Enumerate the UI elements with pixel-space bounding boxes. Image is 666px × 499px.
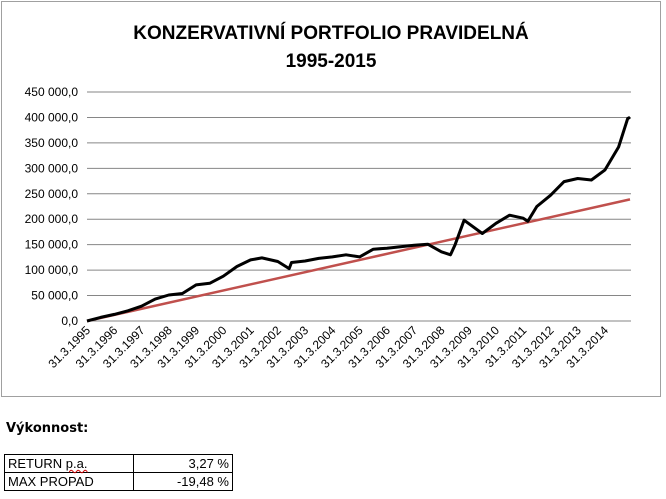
performance-title: Výkonnost: (6, 421, 89, 436)
y-tick-label: 100 000,0 (25, 263, 79, 277)
y-tick-label: 0,0 (61, 314, 78, 328)
series-line-contributions (86, 198, 631, 323)
return-value: 3,27 % (133, 454, 233, 473)
y-tick-label: 150 000,0 (25, 238, 79, 252)
chart-title-line-1: KONZERVATIVNÍ PORTFOLIO PRAVIDELNÁ (133, 22, 529, 44)
performance-table: RETURN p.a. 3,27 % MAX PROPAD -19,48 % (4, 454, 233, 491)
series-line-portfolio (86, 116, 631, 323)
y-tick-label: 450 000,0 (25, 85, 79, 99)
return-label-text: RETURN (8, 456, 66, 471)
y-tick-label: 350 000,0 (25, 136, 79, 150)
y-tick-label: 300 000,0 (25, 161, 79, 175)
chart-border (1, 1, 661, 397)
y-tick-label: 200 000,0 (25, 212, 79, 226)
y-tick-label: 50 000,0 (31, 289, 78, 303)
max-drawdown-label: MAX PROPAD (4, 472, 134, 491)
max-drawdown-value: -19,48 % (133, 472, 233, 491)
chart-title-line-2: 1995-2015 (286, 51, 377, 72)
y-tick-label: 250 000,0 (25, 187, 79, 201)
table-row-max-drawdown: MAX PROPAD -19,48 % (4, 472, 233, 491)
return-label-suffix: p.a. (65, 456, 88, 471)
y-tick-label: 400 000,0 (25, 110, 79, 124)
return-label: RETURN p.a. (4, 454, 134, 473)
line-chart: KONZERVATIVNÍ PORTFOLIO PRAVIDELNÁ 1995-… (1, 1, 661, 397)
max-drawdown-label-text: MAX PROPAD (8, 474, 94, 489)
table-row-return: RETURN p.a. 3,27 % (4, 454, 233, 473)
